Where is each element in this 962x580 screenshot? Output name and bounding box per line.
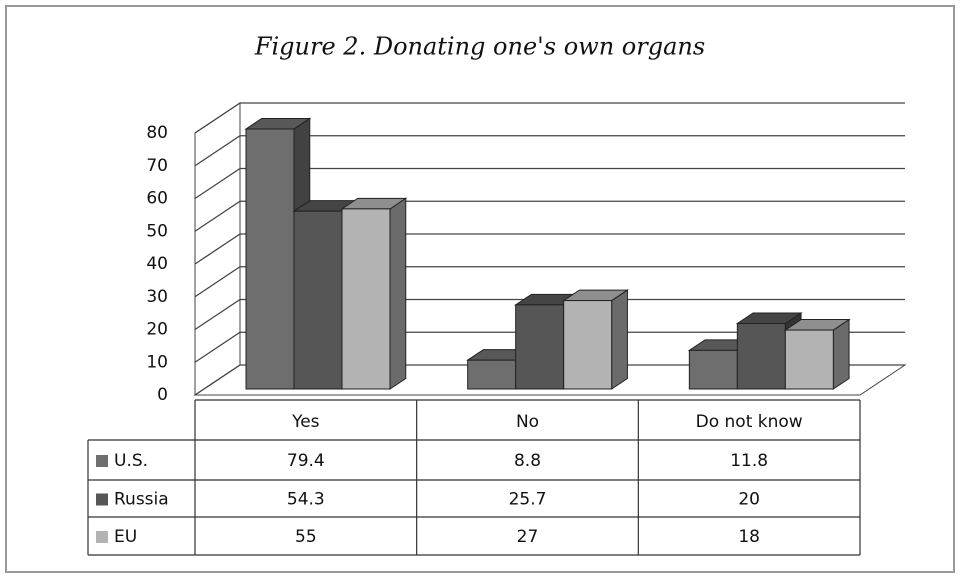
legend-label: Russia — [114, 490, 169, 510]
table-cell: 79.4 — [287, 451, 325, 471]
legend-label: EU — [114, 527, 137, 547]
y-tick-label: 40 — [146, 254, 168, 274]
bar — [245, 128, 295, 390]
y-tick-label: 50 — [146, 221, 168, 241]
grid-line — [194, 200, 905, 232]
bar — [293, 210, 343, 390]
bar-side — [389, 197, 407, 390]
table-cell: 18 — [738, 527, 760, 547]
chart-border — [5, 5, 955, 573]
bar — [688, 349, 738, 390]
table-cell: 54.3 — [287, 490, 325, 510]
grid-line — [194, 135, 905, 167]
bar — [341, 208, 391, 390]
y-tick-label: 20 — [146, 320, 168, 340]
grid-line — [194, 233, 905, 265]
table-cell: 55 — [295, 527, 317, 547]
table-header: Do not know — [696, 412, 803, 432]
table-cell: 11.8 — [730, 451, 768, 471]
bar — [563, 300, 613, 390]
bar-side — [832, 318, 850, 390]
y-tick-label: 0 — [157, 385, 168, 405]
y-tick-label: 60 — [146, 189, 168, 209]
grid-line — [194, 364, 905, 396]
y-tick-label: 30 — [146, 287, 168, 307]
legend-swatch — [96, 531, 108, 543]
bar — [515, 304, 565, 390]
bar — [784, 329, 834, 390]
legend-label: U.S. — [114, 451, 148, 471]
table-cell: 25.7 — [509, 490, 547, 510]
grid-line — [194, 167, 905, 200]
chart-title: Figure 2. Donating one's own organs — [254, 33, 705, 61]
table-cell: 20 — [738, 490, 760, 510]
bar-side — [611, 289, 628, 390]
table-cell: 27 — [517, 527, 539, 547]
y-tick-label: 70 — [146, 156, 168, 176]
y-tick-label: 10 — [146, 352, 168, 372]
grid-line — [194, 298, 905, 331]
bar — [467, 359, 517, 390]
grid-line — [194, 102, 905, 134]
bar — [736, 323, 786, 390]
table-header: No — [516, 412, 539, 432]
legend-swatch — [96, 455, 108, 467]
legend-swatch — [96, 493, 108, 506]
table-header: Yes — [291, 412, 320, 432]
table-cell: 8.8 — [514, 451, 541, 471]
y-tick-label: 80 — [146, 123, 168, 143]
grid-line — [194, 331, 905, 363]
grid-line — [194, 266, 905, 298]
